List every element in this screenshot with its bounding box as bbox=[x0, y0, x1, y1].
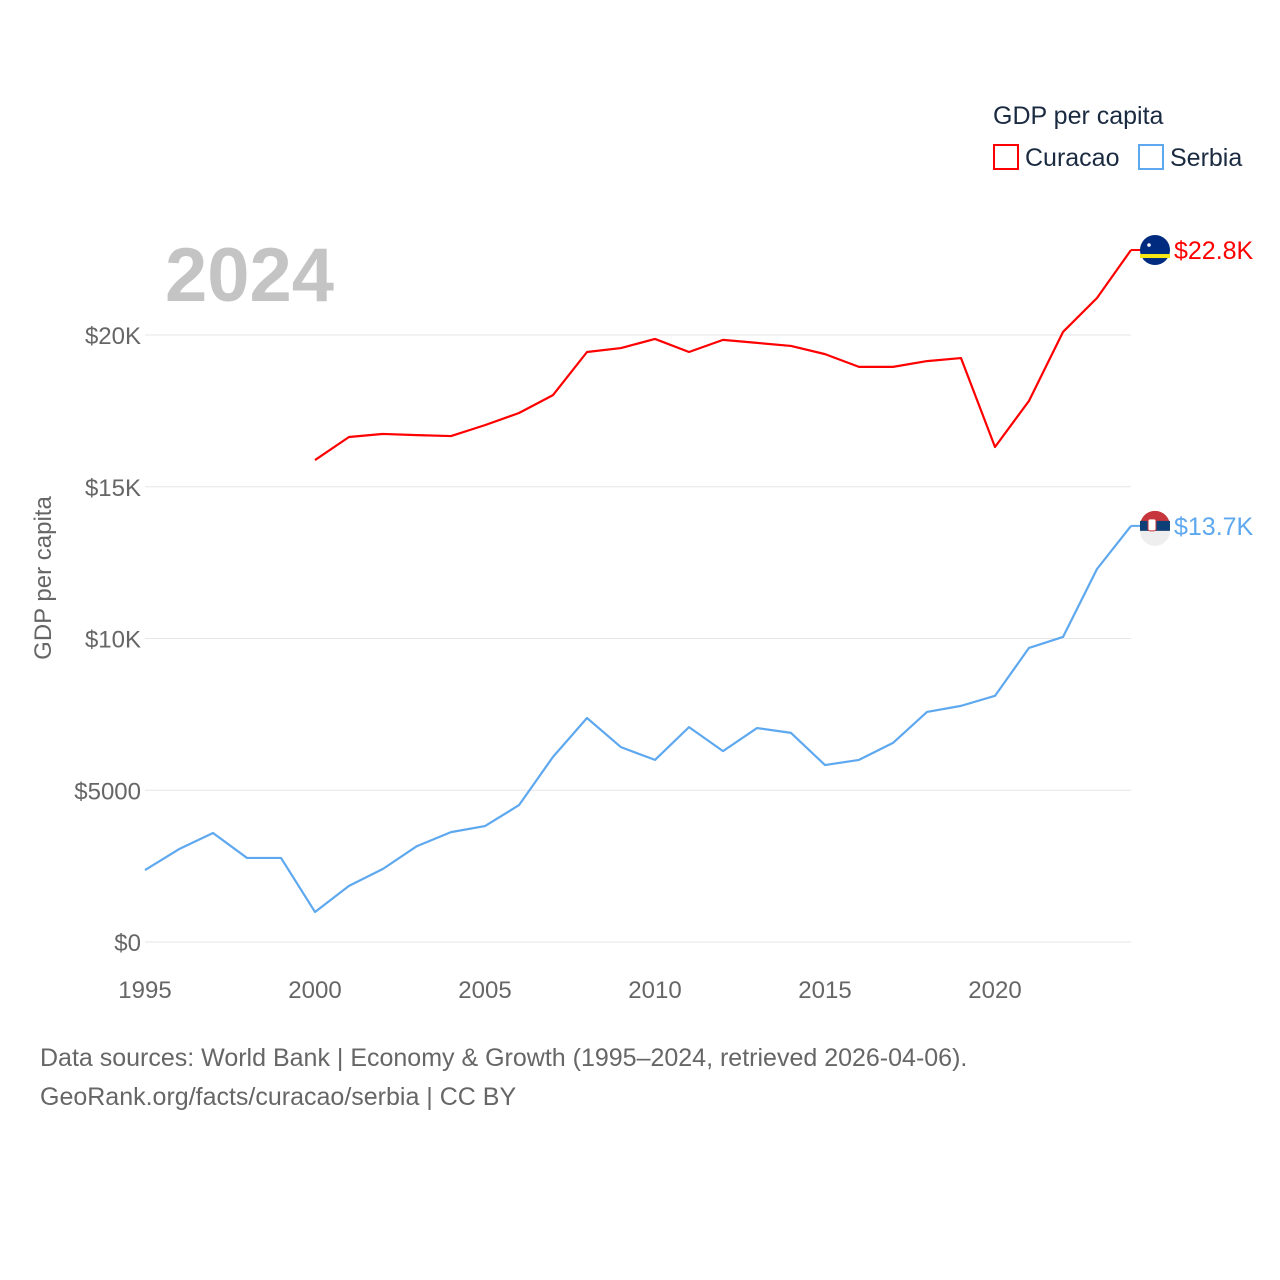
data-point bbox=[550, 754, 556, 760]
data-point bbox=[1094, 295, 1100, 301]
data-point bbox=[720, 748, 726, 754]
data-point bbox=[856, 757, 862, 763]
year-label: 2024 bbox=[165, 233, 334, 318]
data-point bbox=[448, 433, 454, 439]
flag-stripe bbox=[1140, 530, 1171, 546]
data-point bbox=[924, 709, 930, 715]
data-point bbox=[822, 351, 828, 357]
flag-star bbox=[1147, 243, 1151, 247]
data-point bbox=[924, 358, 930, 364]
legend-title: GDP per capita bbox=[993, 102, 1164, 130]
y-tick-label: $0 bbox=[114, 930, 141, 957]
data-point bbox=[992, 444, 998, 450]
data-point bbox=[1060, 634, 1066, 640]
data-point bbox=[584, 715, 590, 721]
legend-swatch-serbia bbox=[1138, 144, 1164, 170]
data-point bbox=[176, 846, 182, 852]
data-point bbox=[856, 364, 862, 370]
data-point bbox=[1026, 645, 1032, 651]
data-point bbox=[244, 855, 250, 861]
data-point bbox=[1026, 398, 1032, 404]
data-point bbox=[312, 909, 318, 915]
data-point bbox=[550, 392, 556, 398]
x-tick-label: 2000 bbox=[288, 977, 341, 1004]
data-point bbox=[414, 843, 420, 849]
y-tick-label: $15K bbox=[85, 475, 141, 502]
y-tick-label: $5000 bbox=[74, 778, 141, 805]
data-point bbox=[210, 830, 216, 836]
y-tick-label: $10K bbox=[85, 627, 141, 654]
data-point bbox=[312, 457, 318, 463]
data-point bbox=[516, 802, 522, 808]
data-point bbox=[516, 410, 522, 416]
data-point bbox=[1060, 329, 1066, 335]
data-point bbox=[482, 422, 488, 428]
data-point bbox=[686, 349, 692, 355]
data-point bbox=[788, 343, 794, 349]
x-tick-label: 2010 bbox=[628, 977, 681, 1004]
end-value-label-serbia: $13.7K bbox=[1174, 513, 1254, 541]
data-point bbox=[346, 434, 352, 440]
data-point bbox=[652, 336, 658, 342]
data-point bbox=[958, 355, 964, 361]
data-point bbox=[754, 725, 760, 731]
data-point bbox=[142, 867, 148, 873]
y-axis-title: GDP per capita bbox=[30, 496, 57, 660]
data-point bbox=[618, 345, 624, 351]
x-tick-label: 2015 bbox=[798, 977, 851, 1004]
data-point bbox=[822, 762, 828, 768]
data-point bbox=[720, 337, 726, 343]
legend-swatch-curacao bbox=[993, 144, 1019, 170]
legend-label-serbia: Serbia bbox=[1170, 144, 1242, 172]
data-point bbox=[958, 703, 964, 709]
x-tick-label: 2005 bbox=[458, 977, 511, 1004]
data-point bbox=[618, 744, 624, 750]
data-point bbox=[584, 349, 590, 355]
source-link[interactable]: GeoRank.org/facts/curacao/serbia | CC BY bbox=[40, 1083, 517, 1111]
data-point bbox=[380, 866, 386, 872]
data-point bbox=[414, 432, 420, 438]
flag-stripe bbox=[1140, 254, 1170, 259]
y-tick-label: $20K bbox=[85, 323, 141, 350]
legend-label-curacao: Curacao bbox=[1025, 144, 1120, 172]
data-point bbox=[686, 724, 692, 730]
data-point bbox=[652, 757, 658, 763]
data-point bbox=[754, 340, 760, 346]
data-point bbox=[448, 829, 454, 835]
x-tick-label: 2020 bbox=[968, 977, 1021, 1004]
data-point bbox=[992, 693, 998, 699]
data-sources: Data sources: World Bank | Economy & Gro… bbox=[40, 1044, 968, 1072]
data-point bbox=[380, 431, 386, 437]
data-point bbox=[1094, 566, 1100, 572]
data-point bbox=[890, 740, 896, 746]
data-point bbox=[278, 855, 284, 861]
flag-emblem bbox=[1147, 518, 1157, 532]
data-point bbox=[346, 883, 352, 889]
data-point bbox=[482, 823, 488, 829]
series-line-serbia bbox=[144, 525, 1132, 914]
x-tick-label: 1995 bbox=[118, 977, 171, 1004]
end-value-label-curacao: $22.8K bbox=[1174, 237, 1254, 265]
data-point bbox=[788, 730, 794, 736]
series-line-curacao bbox=[314, 249, 1132, 461]
curacao-flag-icon bbox=[1140, 235, 1170, 266]
data-point bbox=[890, 364, 896, 370]
line-chart: $0 $5000 $10K $15K $20K 1995 2000 2005 2010 2015 2… bbox=[30, 102, 1254, 1004]
